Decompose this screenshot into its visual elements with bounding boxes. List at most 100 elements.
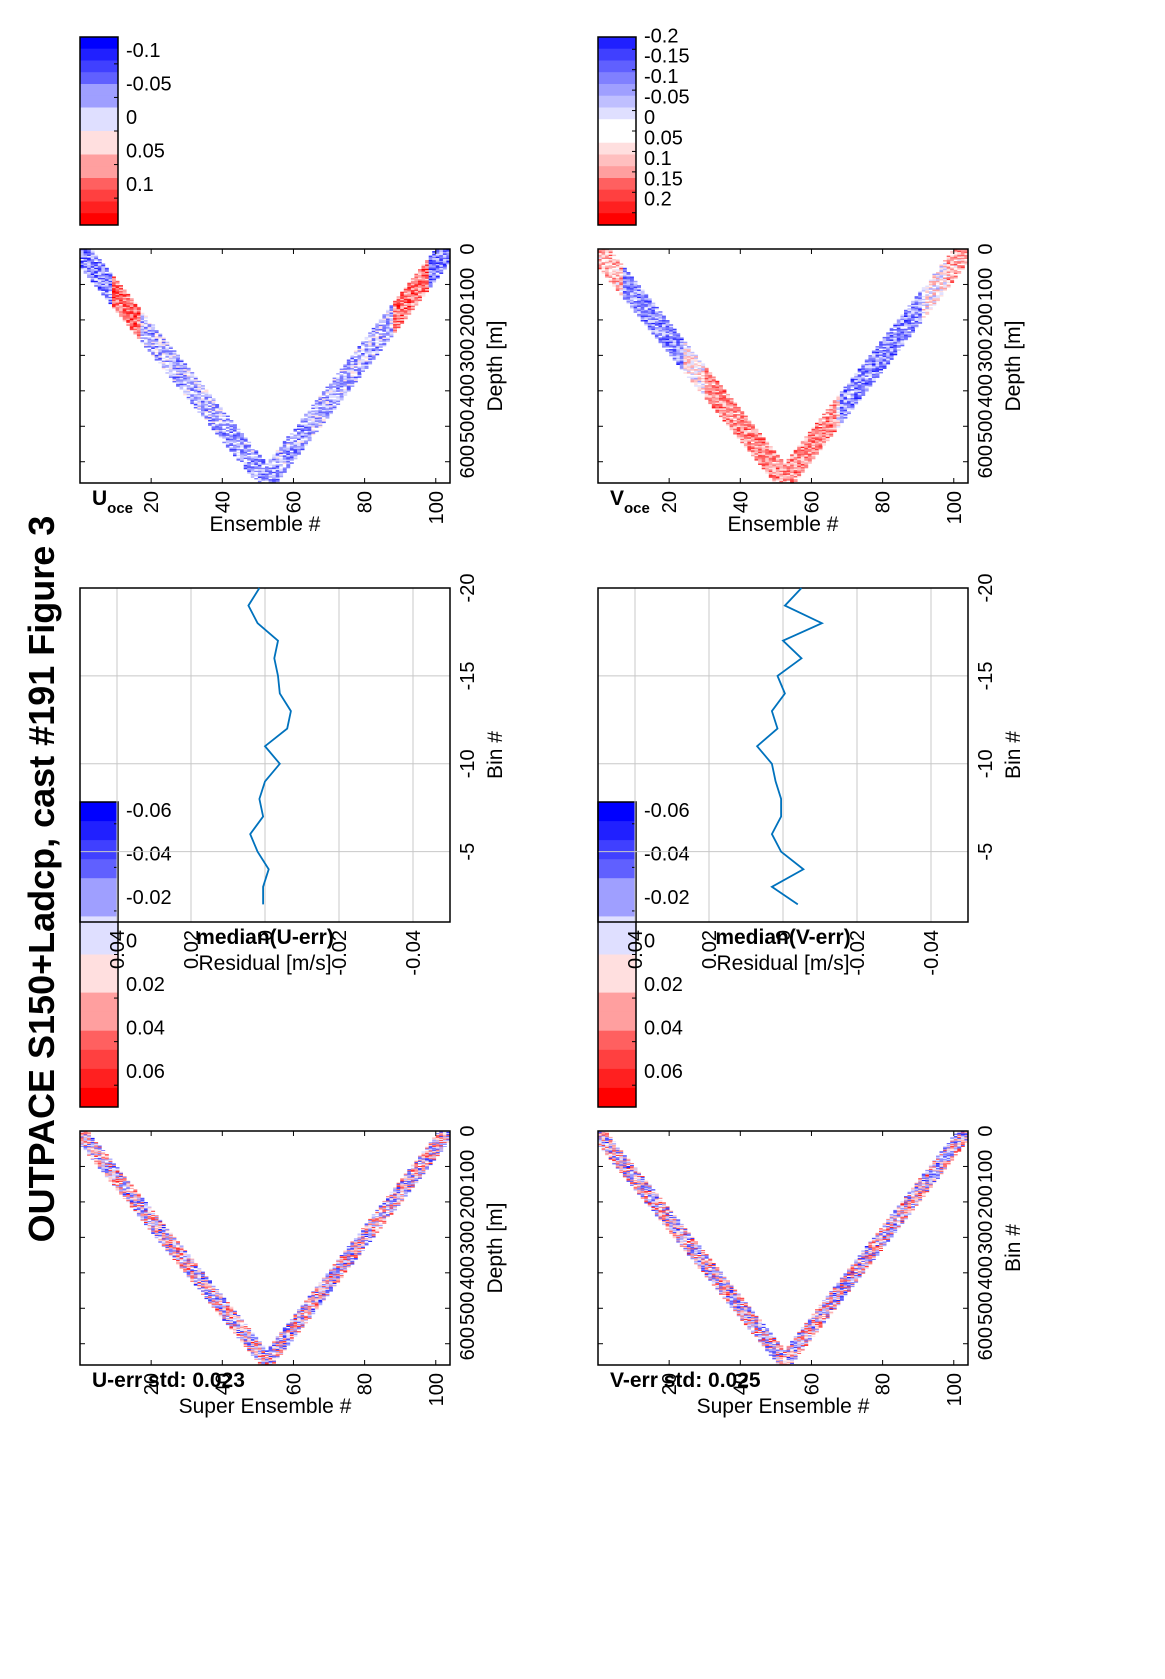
- heatmap-cell: [601, 1135, 606, 1137]
- heatmap-cell: [375, 333, 380, 335]
- heatmap-cell: [400, 309, 405, 311]
- heatmap-cell: [414, 298, 419, 300]
- heatmap-cell: [435, 1140, 440, 1142]
- heatmap-cell: [608, 1156, 613, 1158]
- heatmap-cell: [108, 280, 113, 283]
- heatmap-cell: [83, 254, 88, 257]
- heatmap-cell: [257, 1343, 262, 1345]
- heatmap-cell: [622, 1155, 627, 1157]
- heatmap-cell: [361, 1242, 366, 1244]
- heatmap-cell: [90, 1145, 95, 1147]
- bin-tick-label: -15: [457, 661, 479, 690]
- heatmap-cell: [179, 1265, 184, 1267]
- heatmap-cell: [297, 1329, 301, 1331]
- heatmap-cell: [382, 1204, 387, 1205]
- heatmap-cell: [168, 366, 173, 368]
- heatmap-cell: [140, 318, 145, 320]
- depth-tick-label: 500: [457, 410, 479, 443]
- heatmap-cell: [361, 361, 366, 364]
- heatmap-cell: [364, 350, 369, 352]
- heatmap-cell: [261, 459, 266, 461]
- heatmap-cell: [112, 1174, 116, 1176]
- heatmap-cell: [243, 1326, 248, 1327]
- heatmap-cell: [225, 444, 230, 447]
- heatmap-cell: [435, 271, 440, 273]
- heatmap-cell: [161, 363, 166, 365]
- heatmap-cell: [222, 1311, 227, 1313]
- heatmap-cell: [179, 1249, 184, 1251]
- heatmap-cell: [425, 286, 430, 288]
- colorbar-swatch: [80, 83, 118, 96]
- heatmap-cell: [94, 1151, 99, 1153]
- heatmap-cell: [119, 1185, 123, 1187]
- heatmap-cell: [183, 1267, 188, 1269]
- heatmap-cell: [129, 309, 134, 312]
- heatmap-cell: [158, 334, 163, 336]
- heatmap-cell: [332, 1264, 337, 1266]
- heatmap-cell: [389, 1212, 394, 1214]
- heatmap-cell: [615, 1162, 620, 1164]
- heatmap-cell: [90, 253, 95, 255]
- heatmap-cell: [112, 1163, 116, 1164]
- heatmap-cell: [129, 1193, 134, 1195]
- heatmap-cell: [357, 1247, 362, 1249]
- heatmap-cell: [211, 415, 216, 418]
- heatmap-cell: [136, 1195, 141, 1197]
- heatmap-cell: [386, 1203, 390, 1205]
- heatmap-cell: [297, 422, 301, 425]
- heatmap-cell: [332, 1277, 337, 1279]
- heatmap-cell: [233, 1322, 237, 1324]
- heatmap-cell: [626, 1168, 631, 1170]
- heatmap-cell: [126, 309, 131, 312]
- heatmap-cell: [254, 466, 259, 468]
- heatmap-cell: [289, 446, 294, 448]
- heatmap-cell: [619, 1161, 624, 1163]
- heatmap-cell: [389, 319, 394, 322]
- heatmap-cell: [382, 1222, 387, 1224]
- heatmap-cell: [136, 1203, 141, 1205]
- heatmap-cell: [176, 363, 181, 365]
- heatmap-cell: [389, 321, 394, 323]
- heatmap-cell: [318, 1282, 323, 1284]
- heatmap-cell: [140, 1215, 145, 1217]
- heatmap-cell: [432, 269, 437, 272]
- heatmap-cell: [279, 475, 284, 478]
- depth-axis-label: Depth [m]: [484, 1202, 507, 1293]
- heatmap-cell: [410, 307, 415, 309]
- heatmap-cell: [297, 1313, 301, 1315]
- heatmap-cell: [168, 1250, 173, 1252]
- heatmap-cell: [321, 1294, 326, 1296]
- heatmap-cell: [382, 1206, 387, 1208]
- heatmap-cell: [261, 1356, 266, 1358]
- heatmap-cell: [172, 380, 177, 383]
- heatmap-cell: [300, 437, 305, 439]
- heatmap-cell: [598, 1136, 602, 1138]
- heatmap-cell: [133, 1193, 138, 1195]
- heatmap-cell: [350, 376, 355, 379]
- heatmap-cell: [382, 323, 387, 325]
- heatmap-cell: [640, 1179, 645, 1181]
- heatmap-cell: [329, 408, 333, 410]
- heatmap-cell: [204, 414, 209, 416]
- heatmap-cell: [154, 351, 159, 354]
- heatmap-cell: [211, 1304, 216, 1306]
- heatmap-cell: [400, 1179, 405, 1181]
- heatmap-cell: [647, 1191, 652, 1192]
- heatmap-cell: [119, 292, 123, 294]
- heatmap-cell: [257, 476, 262, 478]
- residual-tick-label: 0.04: [107, 930, 129, 969]
- heatmap-cell: [115, 302, 120, 305]
- heatmap-cell: [193, 1277, 198, 1279]
- heatmap-cell: [414, 1173, 419, 1175]
- heatmap-cell: [94, 1147, 99, 1149]
- heatmap-cell: [119, 295, 123, 297]
- heatmap-cell: [243, 441, 248, 444]
- heatmap-cell: [311, 429, 316, 431]
- heatmap-cell: [619, 1167, 624, 1169]
- heatmap-cell: [633, 1181, 638, 1182]
- heatmap-cell: [119, 306, 123, 309]
- heatmap-cell: [282, 1328, 287, 1330]
- heatmap-cell: [393, 316, 398, 319]
- heatmap-cell: [282, 459, 287, 462]
- heatmap-cell: [332, 402, 337, 404]
